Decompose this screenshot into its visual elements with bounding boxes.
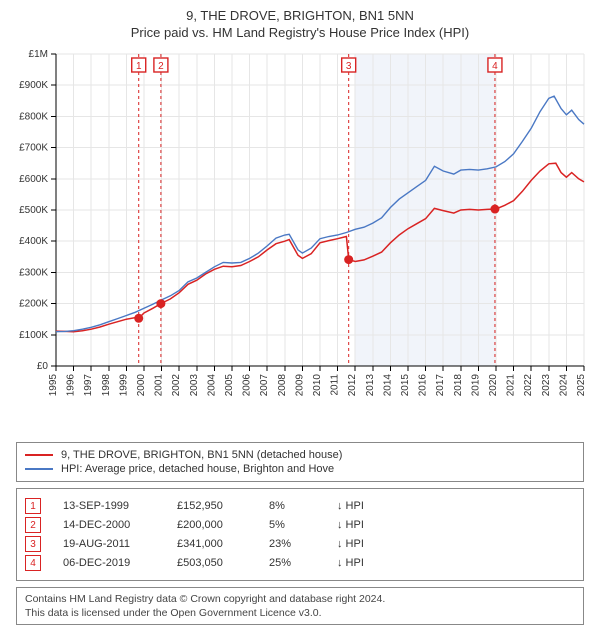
transaction-marker: 2 bbox=[25, 517, 41, 533]
transaction-price: £200,000 bbox=[177, 519, 247, 531]
title-block: 9, THE DROVE, BRIGHTON, BN1 5NN Price pa… bbox=[6, 8, 594, 40]
x-tick-label: 2020 bbox=[488, 374, 499, 397]
x-tick-label: 2003 bbox=[189, 374, 200, 397]
x-tick-label: 1996 bbox=[66, 374, 77, 397]
x-tick-label: 2007 bbox=[259, 374, 270, 397]
x-tick-label: 2011 bbox=[330, 374, 341, 396]
y-tick-label: £100K bbox=[19, 330, 48, 341]
y-tick-label: £0 bbox=[37, 361, 49, 372]
y-tick-label: £1M bbox=[29, 49, 48, 60]
x-tick-label: 2010 bbox=[312, 374, 323, 397]
x-tick-label: 2016 bbox=[418, 374, 429, 397]
x-tick-label: 2001 bbox=[154, 374, 165, 397]
footer-note: Contains HM Land Registry data © Crown c… bbox=[16, 587, 584, 625]
x-tick-label: 2021 bbox=[506, 374, 517, 397]
x-tick-label: 2005 bbox=[224, 374, 235, 397]
y-tick-label: £300K bbox=[19, 267, 48, 278]
transaction-price: £341,000 bbox=[177, 538, 247, 550]
transaction-diff: 23% bbox=[269, 538, 315, 550]
transaction-direction: ↓ HPI bbox=[337, 519, 385, 531]
x-tick-label: 1998 bbox=[101, 374, 112, 397]
y-tick-label: £200K bbox=[19, 299, 48, 310]
x-tick-label: 2009 bbox=[294, 374, 305, 397]
transaction-price: £152,950 bbox=[177, 500, 247, 512]
transaction-direction: ↓ HPI bbox=[337, 557, 385, 569]
x-tick-label: 2017 bbox=[435, 374, 446, 397]
x-tick-label: 2023 bbox=[541, 374, 552, 397]
transaction-point bbox=[490, 205, 499, 214]
transaction-diff: 25% bbox=[269, 557, 315, 569]
transaction-marker: 4 bbox=[25, 555, 41, 571]
x-tick-label: 2015 bbox=[400, 374, 411, 397]
x-tick-label: 1999 bbox=[118, 374, 129, 397]
legend-swatch bbox=[25, 468, 53, 470]
y-tick-label: £600K bbox=[19, 174, 48, 185]
legend-swatch bbox=[25, 454, 53, 456]
transaction-price: £503,050 bbox=[177, 557, 247, 569]
x-tick-label: 2006 bbox=[242, 374, 253, 397]
transaction-date: 19-AUG-2011 bbox=[63, 538, 155, 550]
x-tick-label: 2002 bbox=[171, 374, 182, 397]
x-tick-label: 2019 bbox=[470, 374, 481, 397]
y-tick-label: £700K bbox=[19, 143, 48, 154]
x-tick-label: 2013 bbox=[365, 374, 376, 397]
transaction-table: 1 13-SEP-1999 £152,950 8% ↓ HPI 2 14-DEC-2000 £… bbox=[16, 488, 584, 581]
transaction-row: 1 13-SEP-1999 £152,950 8% ↓ HPI bbox=[25, 498, 575, 514]
chart-container: { "titles": { "line1": "9, THE DROVE, BR… bbox=[0, 0, 600, 620]
transaction-marker: 3 bbox=[25, 536, 41, 552]
x-tick-label: 1997 bbox=[83, 374, 94, 397]
legend: 9, THE DROVE, BRIGHTON, BN1 5NN (detache… bbox=[16, 442, 584, 482]
transaction-date: 14-DEC-2000 bbox=[63, 519, 155, 531]
transaction-marker-number: 4 bbox=[492, 61, 498, 72]
x-tick-label: 1995 bbox=[48, 374, 59, 397]
y-tick-label: £900K bbox=[19, 80, 48, 91]
transaction-date: 13-SEP-1999 bbox=[63, 500, 155, 512]
x-tick-label: 2008 bbox=[277, 374, 288, 397]
transaction-marker-number: 1 bbox=[136, 61, 142, 72]
legend-label: HPI: Average price, detached house, Brig… bbox=[61, 463, 334, 475]
page-subtitle: Price paid vs. HM Land Registry's House … bbox=[6, 25, 594, 40]
transaction-marker-number: 2 bbox=[158, 61, 164, 72]
x-tick-label: 2022 bbox=[523, 374, 534, 397]
x-tick-label: 2012 bbox=[347, 374, 358, 397]
legend-label: 9, THE DROVE, BRIGHTON, BN1 5NN (detache… bbox=[61, 449, 342, 461]
price-chart: £0 £100K £200K £300K £400K £500K £600K £700K £80… bbox=[6, 46, 594, 436]
x-tick-label: 2004 bbox=[206, 374, 217, 397]
transaction-row: 2 14-DEC-2000 £200,000 5% ↓ HPI bbox=[25, 517, 575, 533]
transaction-direction: ↓ HPI bbox=[337, 500, 385, 512]
transaction-point bbox=[344, 255, 353, 264]
x-tick-label: 2024 bbox=[558, 374, 569, 397]
legend-item: 9, THE DROVE, BRIGHTON, BN1 5NN (detache… bbox=[25, 449, 575, 461]
transaction-diff: 8% bbox=[269, 500, 315, 512]
y-tick-label: £500K bbox=[19, 205, 48, 216]
y-tick-label: £800K bbox=[19, 111, 48, 122]
transaction-marker-number: 3 bbox=[346, 61, 352, 72]
transaction-row: 3 19-AUG-2011 £341,000 23% ↓ HPI bbox=[25, 536, 575, 552]
transaction-point bbox=[156, 299, 165, 308]
transaction-point bbox=[134, 314, 143, 323]
transaction-diff: 5% bbox=[269, 519, 315, 531]
chart-svg: £0 £100K £200K £300K £400K £500K £600K £700K £80… bbox=[6, 46, 594, 436]
footer-line-2: This data is licensed under the Open Gov… bbox=[25, 606, 575, 620]
footer-line-1: Contains HM Land Registry data © Crown c… bbox=[25, 592, 575, 606]
legend-item: HPI: Average price, detached house, Brig… bbox=[25, 463, 575, 475]
x-tick-label: 2018 bbox=[453, 374, 464, 397]
x-tick-label: 2025 bbox=[576, 374, 587, 397]
transaction-direction: ↓ HPI bbox=[337, 538, 385, 550]
transaction-row: 4 06-DEC-2019 £503,050 25% ↓ HPI bbox=[25, 555, 575, 571]
y-tick-label: £400K bbox=[19, 236, 48, 247]
x-tick-label: 2014 bbox=[382, 374, 393, 397]
x-tick-label: 2000 bbox=[136, 374, 147, 397]
transaction-marker: 1 bbox=[25, 498, 41, 514]
page-title: 9, THE DROVE, BRIGHTON, BN1 5NN bbox=[6, 8, 594, 23]
transaction-date: 06-DEC-2019 bbox=[63, 557, 155, 569]
